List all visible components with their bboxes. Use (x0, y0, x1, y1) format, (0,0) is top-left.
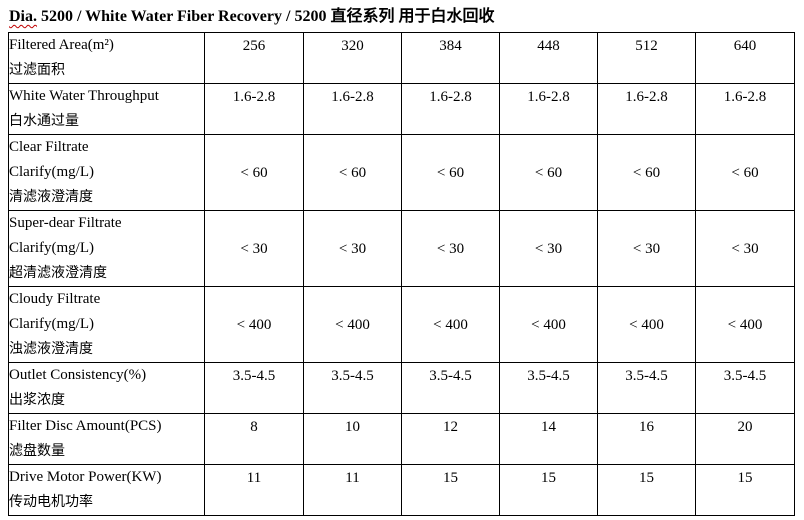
cell-filter-disc-amount-3: 12 (401, 413, 500, 465)
row-label-drive-motor-power: Drive Motor Power(KW) 传动电机功率 (8, 464, 205, 516)
row-label-line: Clarify(mg/L) (9, 240, 94, 256)
cell-filtered-area-2: 320 (303, 32, 402, 84)
cell-clear-filtrate-3: < 60 (401, 134, 500, 211)
cell-drive-motor-power-2: 11 (303, 464, 402, 516)
cell-filter-disc-amount-1: 8 (204, 413, 304, 465)
table-row-drive-motor-power: Drive Motor Power(KW) 传动电机功率 11 11 15 15 15 15 (8, 464, 795, 516)
cell-white-water-throughput-3: 1.6-2.8 (401, 83, 500, 135)
cell-white-water-throughput-5: 1.6-2.8 (597, 83, 696, 135)
spec-table-body: Filtered Area(m²) 过滤面积 256 320 384 448 512 640 W… (8, 32, 795, 516)
row-label-line: Super-dear Filtrate (9, 215, 122, 231)
row-label-outlet-consistency: Outlet Consistency(%) 出浆浓度 (8, 362, 205, 414)
cell-filter-disc-amount-6: 20 (695, 413, 795, 465)
cell-super-clear-filtrate-5: < 30 (597, 210, 696, 287)
cell-filter-disc-amount-5: 16 (597, 413, 696, 465)
cell-drive-motor-power-3: 15 (401, 464, 500, 516)
row-label-line: 出浆浓度 (9, 392, 65, 408)
cell-super-clear-filtrate-1: < 30 (204, 210, 304, 287)
row-label-line: 过滤面积 (9, 62, 65, 78)
row-label-white-water-throughput: White Water Throughput 白水通过量 (8, 83, 205, 135)
cell-cloudy-filtrate-5: < 400 (597, 286, 696, 363)
cell-drive-motor-power-1: 11 (204, 464, 304, 516)
cell-clear-filtrate-4: < 60 (499, 134, 598, 211)
row-label-cloudy-filtrate: Cloudy Filtrate Clarify(mg/L) 浊滤液澄清度 (8, 286, 205, 363)
row-label-line: Clarify(mg/L) (9, 164, 94, 180)
cell-outlet-consistency-2: 3.5-4.5 (303, 362, 402, 414)
cell-drive-motor-power-4: 15 (499, 464, 598, 516)
row-label-line: 浊滤液澄清度 (9, 341, 93, 357)
row-label-line: 白水通过量 (9, 113, 79, 129)
title-prefix: Dia. (9, 8, 37, 25)
row-label-line: Cloudy Filtrate (9, 291, 101, 307)
cell-outlet-consistency-4: 3.5-4.5 (499, 362, 598, 414)
row-label-line: 传动电机功率 (9, 494, 93, 510)
row-label-clear-filtrate: Clear Filtrate Clarify(mg/L) 清滤液澄清度 (8, 134, 205, 211)
cell-white-water-throughput-4: 1.6-2.8 (499, 83, 598, 135)
cell-cloudy-filtrate-4: < 400 (499, 286, 598, 363)
row-label-line: 清滤液澄清度 (9, 189, 93, 205)
cell-drive-motor-power-6: 15 (695, 464, 795, 516)
table-row-filter-disc-amount: Filter Disc Amount(PCS) 滤盘数量 8 10 12 14 16 20 (8, 413, 795, 465)
table-row-cloudy-filtrate: Cloudy Filtrate Clarify(mg/L) 浊滤液澄清度 < 400 <… (8, 286, 795, 363)
row-label-line: 滤盘数量 (9, 443, 65, 459)
row-label-filter-disc-amount: Filter Disc Amount(PCS) 滤盘数量 (8, 413, 205, 465)
title-text: 5200 / White Water Fiber Recovery / 5200… (37, 8, 495, 25)
row-label-line: 超清滤液澄清度 (9, 265, 107, 281)
cell-clear-filtrate-2: < 60 (303, 134, 402, 211)
cell-white-water-throughput-1: 1.6-2.8 (204, 83, 304, 135)
cell-filtered-area-5: 512 (597, 32, 696, 84)
cell-drive-motor-power-5: 15 (597, 464, 696, 516)
row-label-line: White Water Throughput (9, 88, 159, 104)
cell-outlet-consistency-5: 3.5-4.5 (597, 362, 696, 414)
cell-filter-disc-amount-4: 14 (499, 413, 598, 465)
row-label-super-clear-filtrate: Super-dear Filtrate Clarify(mg/L) 超清滤液澄清度 (8, 210, 205, 287)
cell-outlet-consistency-6: 3.5-4.5 (695, 362, 795, 414)
row-label-line: Drive Motor Power(KW) (9, 469, 162, 485)
table-row-white-water-throughput: White Water Throughput 白水通过量 1.6-2.8 1.6-2.… (8, 83, 795, 135)
cell-clear-filtrate-6: < 60 (695, 134, 795, 211)
cell-cloudy-filtrate-1: < 400 (204, 286, 304, 363)
table-row-super-clear-filtrate: Super-dear Filtrate Clarify(mg/L) 超清滤液澄清度 <… (8, 210, 795, 287)
page-title: Dia. 5200 / White Water Fiber Recovery /… (9, 4, 794, 30)
cell-cloudy-filtrate-3: < 400 (401, 286, 500, 363)
cell-white-water-throughput-2: 1.6-2.8 (303, 83, 402, 135)
cell-white-water-throughput-6: 1.6-2.8 (695, 83, 795, 135)
row-label-line: Outlet Consistency(%) (9, 367, 147, 383)
cell-filter-disc-amount-2: 10 (303, 413, 402, 465)
spec-table: Filtered Area(m²) 过滤面积 256 320 384 448 512 640 W… (8, 32, 795, 516)
row-label-line: Filtered Area(m²) (9, 37, 114, 53)
cell-super-clear-filtrate-2: < 30 (303, 210, 402, 287)
cell-filtered-area-6: 640 (695, 32, 795, 84)
cell-super-clear-filtrate-3: < 30 (401, 210, 500, 287)
row-label-line: Filter Disc Amount(PCS) (9, 418, 162, 434)
row-label-line: Clear Filtrate (9, 139, 89, 155)
table-row-clear-filtrate: Clear Filtrate Clarify(mg/L) 清滤液澄清度 < 60 < 6… (8, 134, 795, 211)
cell-outlet-consistency-1: 3.5-4.5 (204, 362, 304, 414)
cell-super-clear-filtrate-6: < 30 (695, 210, 795, 287)
cell-outlet-consistency-3: 3.5-4.5 (401, 362, 500, 414)
table-row-filtered-area: Filtered Area(m²) 过滤面积 256 320 384 448 512 640 (8, 32, 795, 84)
row-label-line: Clarify(mg/L) (9, 316, 94, 332)
cell-filtered-area-4: 448 (499, 32, 598, 84)
cell-filtered-area-1: 256 (204, 32, 304, 84)
cell-filtered-area-3: 384 (401, 32, 500, 84)
cell-super-clear-filtrate-4: < 30 (499, 210, 598, 287)
cell-cloudy-filtrate-6: < 400 (695, 286, 795, 363)
row-label-filtered-area: Filtered Area(m²) 过滤面积 (8, 32, 205, 84)
cell-cloudy-filtrate-2: < 400 (303, 286, 402, 363)
cell-clear-filtrate-1: < 60 (204, 134, 304, 211)
table-row-outlet-consistency: Outlet Consistency(%) 出浆浓度 3.5-4.5 3.5-4.5 3… (8, 362, 795, 414)
cell-clear-filtrate-5: < 60 (597, 134, 696, 211)
